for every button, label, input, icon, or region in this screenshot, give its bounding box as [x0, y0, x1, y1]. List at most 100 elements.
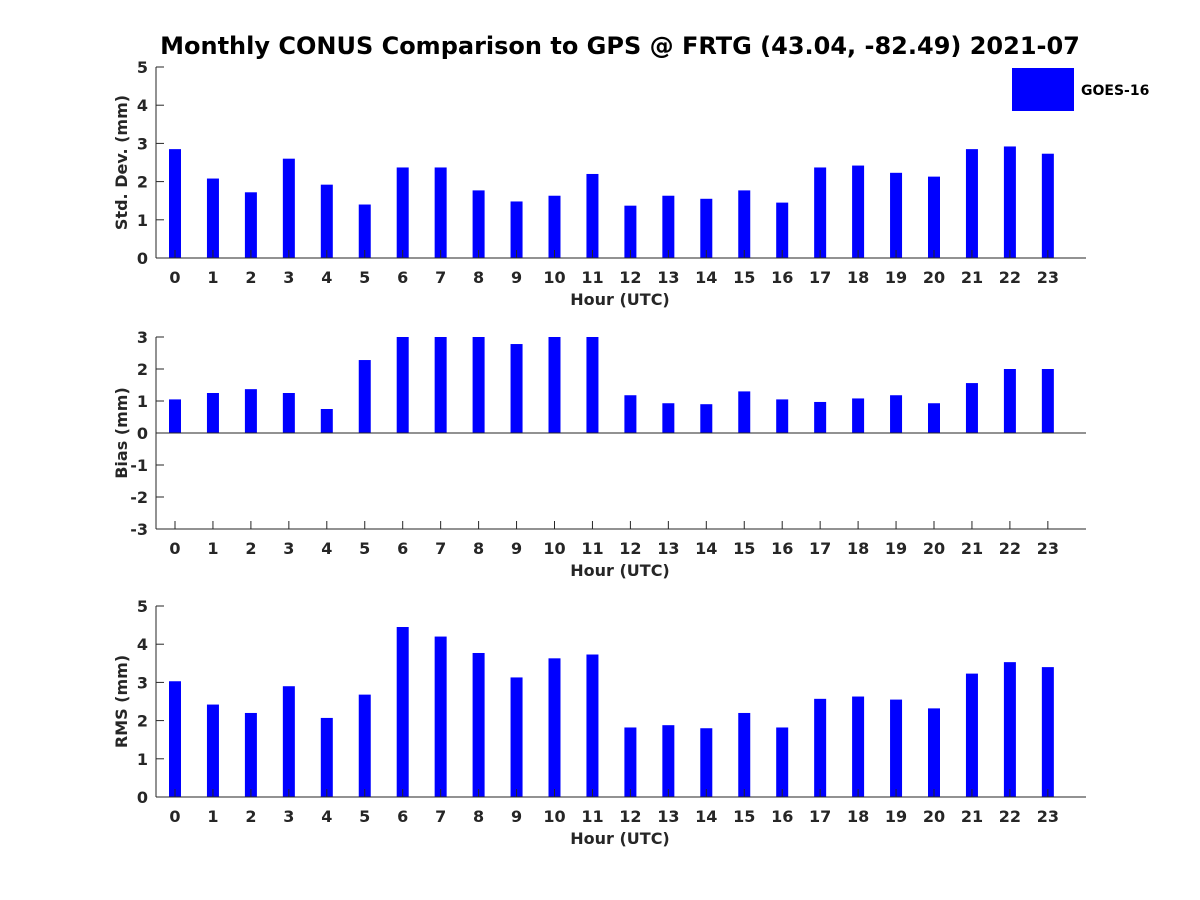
- y-tick-label-bias-mm: 2: [137, 360, 148, 379]
- bar-rms-mm-hour-10: [548, 658, 561, 797]
- bar-bias-mm-hour-16: [776, 399, 789, 433]
- x-tick-label-std-dev-mm: 6: [397, 268, 408, 287]
- bar-bias-mm-hour-14: [700, 404, 713, 433]
- y-tick-label-bias-mm: 3: [137, 328, 148, 347]
- y-tick-label-rms-mm: 3: [137, 673, 148, 692]
- x-tick-label-std-dev-mm: 14: [695, 268, 717, 287]
- x-tick-label-std-dev-mm: 9: [511, 268, 522, 287]
- y-tick-label-rms-mm: 2: [137, 712, 148, 731]
- x-tick-label-std-dev-mm: 8: [473, 268, 484, 287]
- x-tick-label-rms-mm: 22: [999, 807, 1021, 826]
- x-tick-label-std-dev-mm: 21: [961, 268, 983, 287]
- bar-bias-mm-hour-10: [548, 337, 561, 433]
- x-tick-label-rms-mm: 0: [169, 807, 180, 826]
- x-tick-label-rms-mm: 18: [847, 807, 869, 826]
- legend-label-goes-16: GOES-16: [1081, 83, 1149, 99]
- bar-std-dev-mm-hour-1: [206, 178, 219, 258]
- x-tick-label-std-dev-mm: 1: [207, 268, 218, 287]
- bar-rms-mm-hour-16: [776, 727, 789, 797]
- x-tick-label-bias-mm: 12: [619, 539, 641, 558]
- x-tick-label-std-dev-mm: 11: [581, 268, 603, 287]
- bar-std-dev-mm-hour-14: [700, 198, 713, 258]
- bar-bias-mm-hour-17: [814, 401, 827, 433]
- x-tick-label-rms-mm: 6: [397, 807, 408, 826]
- legend: GOES-16: [1012, 68, 1149, 111]
- y-axis-label-std-dev-mm: Std. Dev. (mm): [112, 95, 131, 230]
- bar-rms-mm-hour-18: [852, 696, 865, 797]
- x-tick-label-bias-mm: 14: [695, 539, 717, 558]
- bar-bias-mm-hour-4: [320, 409, 333, 433]
- x-tick-label-bias-mm: 7: [435, 539, 446, 558]
- x-tick-label-std-dev-mm: 3: [283, 268, 294, 287]
- bar-rms-mm-hour-12: [624, 727, 637, 797]
- bar-bias-mm-hour-23: [1041, 369, 1054, 433]
- x-tick-label-std-dev-mm: 5: [359, 268, 370, 287]
- bar-std-dev-mm-hour-6: [396, 167, 409, 258]
- x-tick-label-rms-mm: 16: [771, 807, 793, 826]
- y-tick-label-bias-mm: 1: [137, 392, 148, 411]
- bar-std-dev-mm-hour-18: [852, 165, 865, 258]
- x-tick-label-std-dev-mm: 12: [619, 268, 641, 287]
- x-tick-label-bias-mm: 5: [359, 539, 370, 558]
- bar-std-dev-mm-hour-4: [320, 184, 333, 258]
- x-tick-label-rms-mm: 3: [283, 807, 294, 826]
- bar-std-dev-mm-hour-13: [662, 195, 675, 258]
- y-tick-label-rms-mm: 4: [137, 635, 148, 654]
- bar-std-dev-mm-hour-16: [776, 202, 789, 258]
- x-tick-label-rms-mm: 8: [473, 807, 484, 826]
- x-tick-label-rms-mm: 10: [543, 807, 565, 826]
- bar-rms-mm-hour-6: [396, 627, 409, 797]
- bar-std-dev-mm-hour-10: [548, 195, 561, 258]
- bar-bias-mm-hour-2: [244, 389, 257, 433]
- bar-std-dev-mm-hour-19: [890, 172, 903, 258]
- bar-bias-mm-hour-8: [472, 337, 485, 433]
- x-tick-label-bias-mm: 16: [771, 539, 793, 558]
- bar-rms-mm-hour-2: [244, 712, 257, 797]
- bar-rms-mm-hour-1: [206, 704, 219, 797]
- x-tick-label-rms-mm: 13: [657, 807, 679, 826]
- bar-bias-mm-hour-9: [510, 344, 523, 433]
- x-tick-label-rms-mm: 14: [695, 807, 717, 826]
- legend-swatch-goes-16: [1012, 68, 1074, 111]
- bar-rms-mm-hour-3: [282, 686, 295, 797]
- x-tick-label-bias-mm: 13: [657, 539, 679, 558]
- bar-bias-mm-hour-6: [396, 337, 409, 433]
- bar-rms-mm-hour-14: [700, 728, 713, 797]
- x-tick-label-bias-mm: 9: [511, 539, 522, 558]
- x-tick-label-bias-mm: 23: [1037, 539, 1059, 558]
- bar-rms-mm-hour-8: [472, 652, 485, 797]
- bar-std-dev-mm-hour-3: [282, 158, 295, 258]
- x-tick-label-std-dev-mm: 19: [885, 268, 907, 287]
- x-tick-label-bias-mm: 2: [245, 539, 256, 558]
- x-tick-label-bias-mm: 18: [847, 539, 869, 558]
- x-tick-label-bias-mm: 0: [169, 539, 180, 558]
- bar-rms-mm-hour-9: [510, 677, 523, 797]
- x-tick-label-bias-mm: 6: [397, 539, 408, 558]
- y-axis-label-rms-mm: RMS (mm): [112, 655, 131, 748]
- bar-rms-mm-hour-4: [320, 717, 333, 797]
- bar-bias-mm-hour-3: [282, 393, 295, 433]
- bar-rms-mm-hour-5: [358, 694, 371, 797]
- bar-rms-mm-hour-20: [928, 708, 940, 797]
- x-tick-label-bias-mm: 22: [999, 539, 1021, 558]
- bar-rms-mm-hour-22: [1003, 662, 1016, 797]
- bar-bias-mm-hour-18: [852, 398, 865, 433]
- bar-std-dev-mm-hour-22: [1003, 146, 1016, 258]
- y-tick-label-bias-mm: -1: [130, 456, 148, 475]
- bar-bias-mm-hour-13: [662, 403, 675, 433]
- bar-std-dev-mm-hour-8: [472, 190, 485, 258]
- y-tick-label-bias-mm: -3: [130, 520, 148, 539]
- y-tick-label-bias-mm: -2: [130, 488, 148, 507]
- x-tick-label-rms-mm: 12: [619, 807, 641, 826]
- x-tick-label-bias-mm: 4: [321, 539, 332, 558]
- x-tick-label-std-dev-mm: 22: [999, 268, 1021, 287]
- x-tick-label-rms-mm: 23: [1037, 807, 1059, 826]
- x-tick-label-std-dev-mm: 0: [169, 268, 180, 287]
- bar-rms-mm-hour-11: [586, 654, 599, 797]
- x-tick-label-rms-mm: 1: [207, 807, 218, 826]
- y-tick-label-std-dev-mm: 4: [137, 96, 148, 115]
- x-tick-label-bias-mm: 19: [885, 539, 907, 558]
